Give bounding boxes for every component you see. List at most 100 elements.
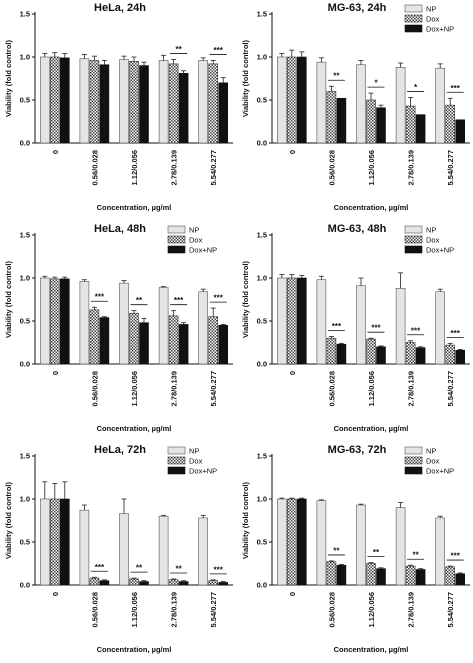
y-tick-label: 1.5 — [20, 10, 30, 19]
x-tick-label: 0.56/0.028 — [90, 592, 99, 627]
x-tick-label: 5.54/0.277 — [209, 592, 218, 627]
bar-np — [158, 60, 169, 144]
chart-panel: MG-63, 48h Viability (fold control) 0.0 0.5… — [237, 221, 473, 442]
bar-dox — [49, 498, 60, 586]
bar-dox-np — [455, 573, 465, 586]
x-axis-label: Concentration, µg/ml — [334, 203, 409, 212]
x-tick-label: 5.54/0.277 — [209, 371, 218, 406]
bar-np — [119, 282, 129, 365]
y-tick-label: 0.5 — [257, 96, 267, 105]
significance-label: * — [414, 83, 418, 92]
x-tick-label: 5.54/0.277 — [446, 592, 455, 627]
y-tick-label: 0.5 — [20, 317, 30, 326]
x-tick-label: 0 — [51, 592, 60, 596]
chart-title: HeLa, 48h — [94, 223, 146, 235]
legend-swatch-dox — [404, 456, 423, 465]
y-tick-label: 1.5 — [257, 231, 267, 240]
chart-svg: MG-63, 24h Viability (fold control) 0.0 0.5… — [241, 2, 470, 212]
legend-label: Dox — [426, 457, 440, 466]
x-axis-label: Concentration, µg/ml — [334, 424, 409, 433]
significance-label: ** — [412, 551, 419, 560]
bar-np — [158, 287, 169, 365]
bar-np — [198, 60, 208, 144]
bar-dox-np — [218, 582, 228, 586]
x-tick-label: 0.56/0.028 — [90, 371, 99, 406]
bar-dox-np — [59, 498, 70, 586]
bar-dox-np — [218, 325, 228, 365]
bar-dox-np — [139, 322, 149, 365]
legend-swatch-np — [404, 4, 423, 13]
bar-dox — [366, 338, 376, 365]
significance-label: *** — [371, 324, 381, 333]
x-tick-label: 2.78/0.139 — [407, 150, 416, 185]
significance-label: *** — [451, 84, 461, 93]
legend-swatch-dox-np — [404, 245, 423, 254]
chart-panel: HeLa, 48h Viability (fold control) 0.0 0.5 1… — [0, 221, 236, 442]
y-axis-label: Viability (fold control) — [241, 261, 250, 338]
y-tick-label: 0.0 — [20, 139, 30, 148]
x-tick-label: 0.56/0.028 — [90, 150, 99, 185]
y-axis-label: Viability (fold control) — [4, 261, 13, 338]
chart-title: HeLa, 24h — [94, 2, 146, 14]
bar-dox-np — [99, 580, 110, 586]
bar-np — [395, 507, 406, 586]
bar-np — [39, 277, 50, 365]
significance-label: *** — [451, 329, 461, 338]
x-tick-label: 2.78/0.139 — [170, 592, 179, 627]
y-tick-label: 0.0 — [257, 581, 267, 590]
bar-np — [316, 279, 327, 365]
bar-dox — [49, 278, 60, 365]
bar-np — [435, 517, 445, 586]
y-tick-label: 1.0 — [20, 274, 30, 283]
bar-np — [119, 59, 129, 144]
bar-np — [395, 67, 406, 144]
bar-np — [276, 277, 287, 365]
legend-swatch-np — [167, 225, 186, 234]
bar-np — [435, 291, 445, 365]
legend-swatch-dox-np — [167, 245, 186, 254]
legend-swatch-np — [167, 446, 186, 455]
significance-label: *** — [214, 565, 224, 574]
bar-np — [395, 288, 406, 365]
x-tick-label: 2.78/0.139 — [407, 371, 416, 406]
bar-dox-np — [99, 64, 110, 144]
bar-dox — [286, 498, 297, 586]
legend-label: NP — [189, 447, 199, 456]
legend-swatch-dox — [167, 456, 186, 465]
bar-dox — [89, 309, 100, 365]
bar-dox — [366, 563, 376, 586]
legend-label: Dox — [426, 236, 440, 245]
bar-dox — [168, 63, 179, 144]
bar-dox — [286, 277, 297, 365]
legend-swatch-dox-np — [404, 24, 423, 33]
bar-np — [79, 281, 90, 365]
significance-label: *** — [332, 322, 342, 331]
significance-label: *** — [411, 326, 421, 335]
bar-np — [276, 56, 287, 144]
y-tick-label: 1.5 — [20, 452, 30, 461]
legend-swatch-dox-np — [167, 466, 186, 475]
bar-dox-np — [178, 324, 189, 365]
legend-swatch-dox — [404, 235, 423, 244]
y-tick-label: 0.0 — [257, 360, 267, 369]
significance-label: ** — [136, 564, 143, 573]
bar-np — [316, 61, 327, 144]
bar-np — [276, 498, 287, 586]
bar-dox — [326, 91, 337, 144]
y-tick-label: 1.0 — [257, 274, 267, 283]
bar-dox-np — [455, 119, 465, 144]
y-tick-label: 1.0 — [20, 53, 30, 62]
bar-dox — [89, 60, 100, 144]
x-tick-label: 0.56/0.028 — [327, 592, 336, 627]
chart-panel: MG-63, 24h Viability (fold control) 0.0 0.5… — [237, 0, 473, 221]
x-axis-label: Concentration, µg/ml — [97, 203, 172, 212]
x-tick-label: 1.12/0.056 — [367, 150, 376, 185]
significance-label: ** — [175, 564, 182, 573]
bar-np — [356, 504, 366, 586]
significance-label: *** — [451, 552, 461, 561]
y-axis-label: Viability (fold control) — [4, 482, 13, 559]
bar-dox — [129, 312, 139, 365]
bar-dox — [326, 337, 337, 365]
bar-np — [356, 285, 366, 365]
bar-np — [158, 515, 169, 586]
